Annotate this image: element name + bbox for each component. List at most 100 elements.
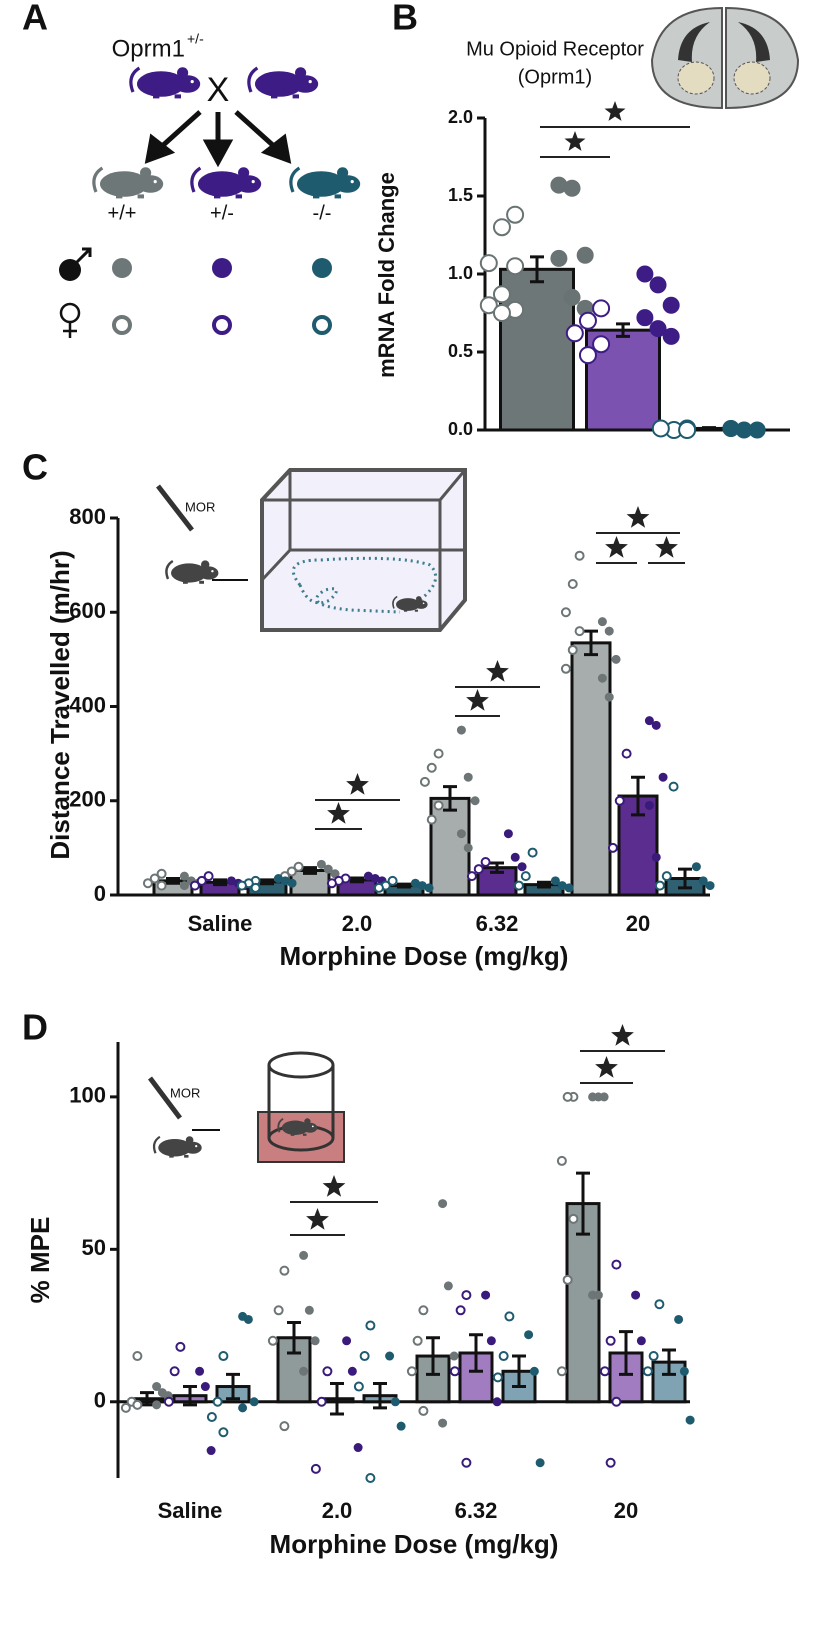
female-point	[387, 875, 398, 886]
male-point	[492, 1397, 502, 1407]
x-tick-label: 6.32	[476, 911, 519, 936]
male-point	[662, 296, 680, 314]
female-point	[648, 1351, 659, 1362]
brain-icon	[650, 6, 800, 110]
legend-dot	[112, 258, 132, 278]
significance-star	[564, 131, 586, 151]
female-point	[513, 880, 524, 891]
male-point	[304, 1305, 314, 1315]
open-field-inset: MOR	[156, 468, 467, 632]
male-point	[353, 1443, 363, 1453]
y-tick-label: 0.5	[448, 341, 473, 361]
error-bar	[584, 629, 598, 657]
significance-star	[466, 689, 489, 711]
y-tick-label: 2.0	[448, 107, 473, 127]
female-point	[567, 578, 578, 589]
male-point	[631, 1290, 641, 1300]
y-tick-label: 0	[94, 1388, 106, 1413]
male-point	[200, 1382, 210, 1392]
error-bar	[330, 1381, 344, 1416]
female-point	[419, 776, 430, 787]
male-point	[517, 862, 527, 872]
female-point	[466, 871, 477, 882]
offspring-mouse	[190, 165, 263, 200]
female-point	[556, 1366, 567, 1377]
male-point	[243, 1314, 253, 1324]
male-point	[463, 843, 473, 853]
male-point	[443, 1281, 453, 1291]
error-bar	[183, 1385, 197, 1407]
hot-plate-inset: MOR	[148, 1051, 345, 1163]
male-point	[449, 1351, 459, 1361]
male-point	[705, 881, 715, 891]
error-bar	[213, 878, 227, 887]
significance-star	[604, 101, 626, 121]
significance-star	[595, 1056, 618, 1078]
chart-title: Mu Opioid Receptor	[466, 38, 644, 60]
female-point	[642, 1366, 653, 1377]
y-axis-label: Distance Travelled (m/hr)	[45, 550, 75, 859]
female-point	[412, 1335, 423, 1346]
female-point	[455, 1305, 466, 1316]
female-point	[504, 1311, 515, 1322]
female-point	[461, 1290, 472, 1301]
significance-star	[346, 773, 369, 795]
female-point	[373, 882, 384, 893]
female-point	[479, 296, 498, 315]
male-point	[636, 309, 654, 327]
female-point	[353, 1381, 364, 1392]
female-point	[218, 1427, 229, 1438]
bar	[499, 267, 575, 432]
error-bar	[373, 1381, 387, 1410]
male-point	[564, 883, 574, 893]
female-point	[492, 1372, 503, 1383]
significance-star	[486, 660, 509, 682]
male-point	[550, 249, 568, 267]
female-point	[169, 1366, 180, 1377]
x-tick-label: Saline	[188, 911, 253, 936]
female-point	[273, 1305, 284, 1316]
y-tick-label: 0.0	[448, 419, 473, 439]
error-bar	[530, 255, 544, 284]
female-point	[449, 1366, 460, 1377]
male-point	[698, 876, 708, 886]
male-point	[644, 716, 654, 726]
offspring-mouse	[92, 165, 165, 200]
male-point	[748, 421, 766, 439]
female-point	[473, 864, 484, 875]
female-point	[574, 626, 585, 637]
male-point	[195, 1366, 205, 1376]
error-bar	[443, 785, 457, 812]
female-point	[562, 1274, 573, 1285]
error-bar	[397, 882, 411, 889]
mouse-icon	[152, 1134, 204, 1160]
male-point	[563, 179, 581, 197]
female-point	[479, 254, 498, 273]
y-tick-label: 800	[69, 504, 106, 529]
male-point	[316, 859, 326, 869]
female-point	[250, 882, 261, 893]
x-tick-label: 20	[626, 911, 650, 936]
male-point	[179, 881, 189, 891]
female-point	[565, 324, 584, 343]
error-bar	[512, 1354, 526, 1389]
female-point	[492, 285, 511, 304]
male-point	[438, 1199, 448, 1209]
male-point	[691, 862, 701, 872]
female-point	[206, 1412, 217, 1423]
female-point	[426, 762, 437, 773]
male-point	[649, 320, 667, 338]
male-point	[299, 1250, 309, 1260]
female-point	[562, 1091, 573, 1102]
male-point	[396, 1421, 406, 1431]
male-point	[310, 1336, 320, 1346]
significance-star	[306, 1208, 329, 1230]
female-point	[236, 880, 247, 891]
male-point	[679, 1366, 689, 1376]
female-point	[359, 1351, 370, 1362]
female-point	[654, 1299, 665, 1310]
error-bar	[426, 1336, 440, 1376]
female-point	[293, 861, 304, 872]
female-point	[621, 748, 632, 759]
female-point	[322, 1366, 333, 1377]
